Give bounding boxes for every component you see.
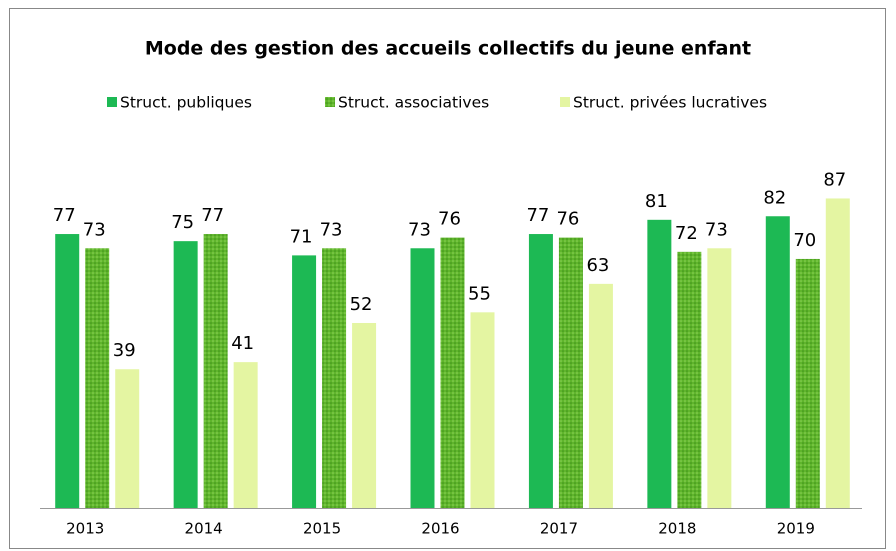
value-label: 77 [526, 205, 549, 226]
value-label: 71 [290, 226, 313, 247]
bar [322, 248, 347, 508]
value-label: 73 [705, 219, 728, 240]
x-tick-label: 2017 [540, 520, 578, 538]
legend-label: Struct. associatives [338, 94, 489, 112]
value-label: 77 [201, 205, 224, 226]
value-label: 87 [823, 169, 846, 190]
bar [55, 234, 80, 508]
chart-title: Mode des gestion des accueils collectifs… [145, 38, 751, 60]
bar [233, 362, 258, 508]
value-label: 70 [793, 230, 816, 251]
bar [825, 198, 850, 508]
legend-swatch [325, 97, 335, 107]
legend-label: Struct. publiques [120, 94, 252, 112]
bar [203, 234, 228, 508]
value-label: 55 [468, 283, 491, 304]
x-tick-label: 2018 [658, 520, 696, 538]
bar [528, 234, 553, 508]
x-tick-label: 2013 [66, 520, 104, 538]
value-label: 81 [645, 191, 668, 212]
x-tick-label: 2019 [777, 520, 815, 538]
bar [85, 248, 110, 508]
bar [677, 251, 702, 508]
value-label: 73 [83, 219, 106, 240]
value-label: 77 [53, 205, 76, 226]
bar [588, 283, 613, 508]
bar [352, 322, 377, 508]
bar [707, 248, 732, 508]
bar [795, 258, 820, 508]
bar [173, 241, 198, 508]
value-label: 75 [171, 212, 194, 233]
bar [440, 237, 465, 508]
x-tick-label: 2016 [421, 520, 459, 538]
bar [470, 312, 495, 508]
bar [558, 237, 583, 508]
bar [765, 216, 790, 508]
legend-swatch [560, 97, 570, 107]
value-label: 73 [408, 219, 431, 240]
value-label: 52 [350, 294, 373, 315]
value-label: 73 [320, 219, 343, 240]
x-tick-label: 2015 [303, 520, 341, 538]
bar [292, 255, 317, 508]
value-label: 76 [556, 209, 579, 230]
bar [647, 219, 672, 508]
bar [410, 248, 435, 508]
legend-swatch [107, 97, 117, 107]
value-label: 82 [763, 187, 786, 208]
value-label: 76 [438, 209, 461, 230]
value-label: 39 [113, 340, 136, 361]
value-label: 72 [675, 223, 698, 244]
bar [115, 369, 140, 508]
value-label: 41 [231, 333, 254, 354]
x-tick-label: 2014 [185, 520, 223, 538]
value-label: 63 [586, 255, 609, 276]
legend-label: Struct. privées lucratives [573, 94, 767, 112]
